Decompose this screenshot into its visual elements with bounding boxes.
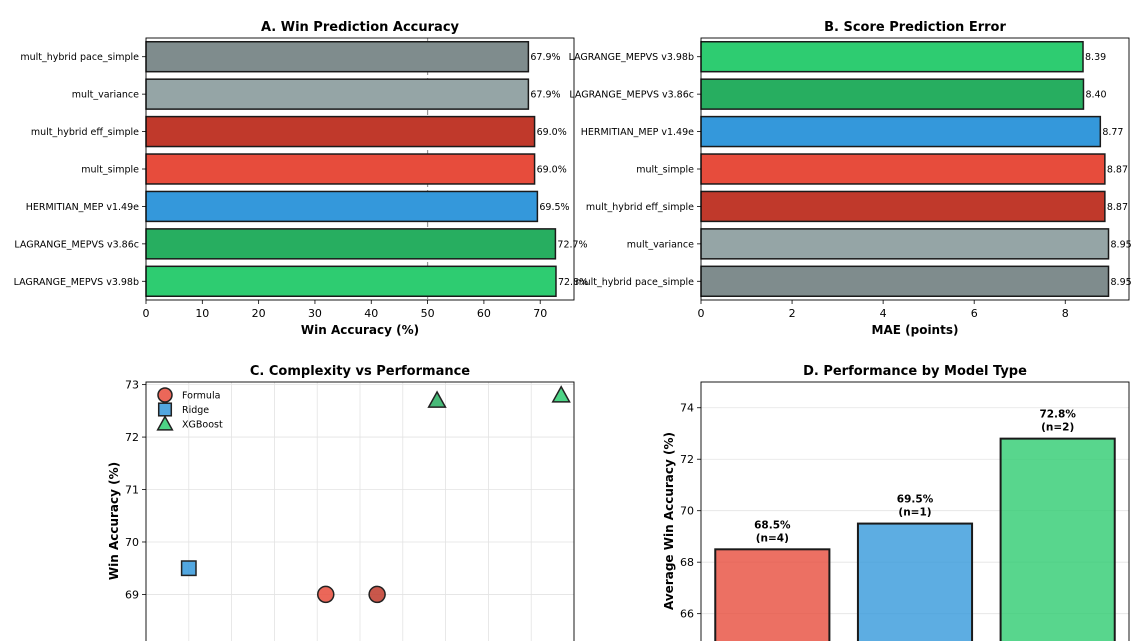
panel-b: B. Score Prediction Error 8.39 LAGRANGE_ME… xyxy=(569,20,1132,337)
bar xyxy=(145,115,536,148)
category-label: mult_variance xyxy=(72,90,139,101)
y-tick-label: 72 xyxy=(680,453,694,466)
x-axis-label: MAE (points) xyxy=(872,323,959,337)
scatter-point xyxy=(317,585,335,604)
y-tick-label: 73 xyxy=(125,379,139,392)
legend-label: Ridge xyxy=(182,405,209,416)
category-label: mult_hybrid pace_simple xyxy=(20,52,139,63)
bar xyxy=(145,228,557,260)
data-label: 8.39 xyxy=(1085,52,1106,63)
category-label: HERMITIAN_MEP v1.49e xyxy=(581,127,694,138)
data-label: 69.0% xyxy=(537,165,567,176)
x-tick-label: 20 xyxy=(252,307,266,320)
category-label: LAGRANGE_MEPVS v3.86c xyxy=(569,90,694,101)
y-tick-label: 74 xyxy=(680,402,694,415)
x-tick-label: 70 xyxy=(533,307,547,320)
x-tick-label: 30 xyxy=(308,307,322,320)
scatter-point xyxy=(551,385,571,403)
panel-title: A. Win Prediction Accuracy xyxy=(261,20,460,35)
y-tick-label: 72 xyxy=(125,431,139,444)
scatter-point xyxy=(427,390,447,408)
scatter-point xyxy=(368,585,386,604)
category-label: mult_variance xyxy=(627,239,694,250)
data-label: 69.0% xyxy=(537,127,567,138)
axes-frame xyxy=(700,37,1130,301)
bar xyxy=(856,522,974,641)
data-label: 67.9% xyxy=(530,90,560,101)
data-label: 8.77 xyxy=(1102,127,1123,138)
bar xyxy=(700,153,1106,185)
data-label: 72.8% xyxy=(558,277,588,288)
axes-frame xyxy=(145,381,575,641)
legend-label: Formula xyxy=(182,391,220,402)
category-label: mult_hybrid eff_simple xyxy=(586,202,694,213)
x-tick-label: 2 xyxy=(789,307,796,320)
panel-c: C. Complexity vs Performance686970717273… xyxy=(107,364,575,641)
data-label: 68.5% (n=4) xyxy=(754,519,791,544)
bar xyxy=(700,228,1110,260)
category-label: mult_hybrid pace_simple xyxy=(575,277,694,288)
axes-frame xyxy=(145,37,575,301)
panel-a: A. Win Prediction Accuracy 67.9% mult_hybr… xyxy=(14,20,589,337)
panel-title: D. Performance by Model Type xyxy=(803,364,1027,379)
y-tick-label: 69 xyxy=(125,588,139,601)
legend-marker xyxy=(157,387,173,403)
bar xyxy=(145,190,539,223)
y-axis-label: Win Accuracy (%) xyxy=(107,462,121,580)
data-label: 67.9% xyxy=(530,52,560,63)
x-tick-label: 10 xyxy=(195,307,209,320)
legend-label: XGBoost xyxy=(182,420,223,431)
y-tick-label: 70 xyxy=(125,536,139,549)
data-label: 8.87 xyxy=(1107,165,1128,176)
category-label: HERMITIAN_MEP v1.49e xyxy=(26,202,139,213)
scatter-point xyxy=(180,560,197,577)
category-label: mult_simple xyxy=(81,165,139,176)
data-label: 8.40 xyxy=(1085,90,1106,101)
y-tick-label: 71 xyxy=(125,484,139,497)
bar xyxy=(999,437,1116,641)
x-tick-label: 4 xyxy=(880,307,887,320)
x-axis-label: Win Accuracy (%) xyxy=(301,323,419,337)
data-label: 8.95 xyxy=(1111,277,1132,288)
panel-d: D. Performance by Model Type 66 68 70 72 74 Av… xyxy=(662,364,1130,641)
bar xyxy=(700,115,1102,148)
category-label: mult_simple xyxy=(636,165,694,176)
x-tick-label: 0 xyxy=(143,307,150,320)
bar xyxy=(700,190,1106,223)
data-label: 69.5% (n=1) xyxy=(897,494,934,519)
bar xyxy=(714,548,831,641)
x-tick-label: 6 xyxy=(971,307,978,320)
legend-marker xyxy=(156,415,174,431)
bar xyxy=(145,153,536,185)
bar xyxy=(145,78,530,110)
category-label: LAGRANGE_MEPVS v3.98b xyxy=(14,277,139,288)
data-label: 8.87 xyxy=(1107,202,1128,213)
bar xyxy=(145,265,557,298)
data-label: 69.5% xyxy=(539,202,569,213)
y-axis-label: Average Win Accuracy (%) xyxy=(662,432,676,610)
bar xyxy=(700,265,1110,298)
y-tick-label: 66 xyxy=(680,608,694,621)
category-label: LAGRANGE_MEPVS v3.98b xyxy=(569,52,694,63)
category-label: mult_hybrid eff_simple xyxy=(31,127,139,138)
x-tick-label: 40 xyxy=(364,307,378,320)
bar xyxy=(700,78,1085,110)
panel-title: B. Score Prediction Error xyxy=(824,20,1006,35)
x-tick-label: 0 xyxy=(698,307,705,320)
bar xyxy=(700,40,1084,73)
y-tick-label: 68 xyxy=(680,556,694,569)
axes-frame xyxy=(700,381,1130,641)
data-label: 72.7% xyxy=(557,239,587,250)
legend-marker xyxy=(157,402,173,417)
x-tick-label: 50 xyxy=(421,307,435,320)
bar xyxy=(145,40,530,73)
data-label: 72.8% (n=2) xyxy=(1039,409,1076,434)
panel-title: C. Complexity vs Performance xyxy=(250,364,470,379)
y-tick-label: 70 xyxy=(680,505,694,518)
data-label: 8.95 xyxy=(1111,239,1132,250)
x-tick-label: 8 xyxy=(1062,307,1069,320)
x-tick-label: 60 xyxy=(477,307,491,320)
category-label: LAGRANGE_MEPVS v3.86c xyxy=(14,239,139,250)
